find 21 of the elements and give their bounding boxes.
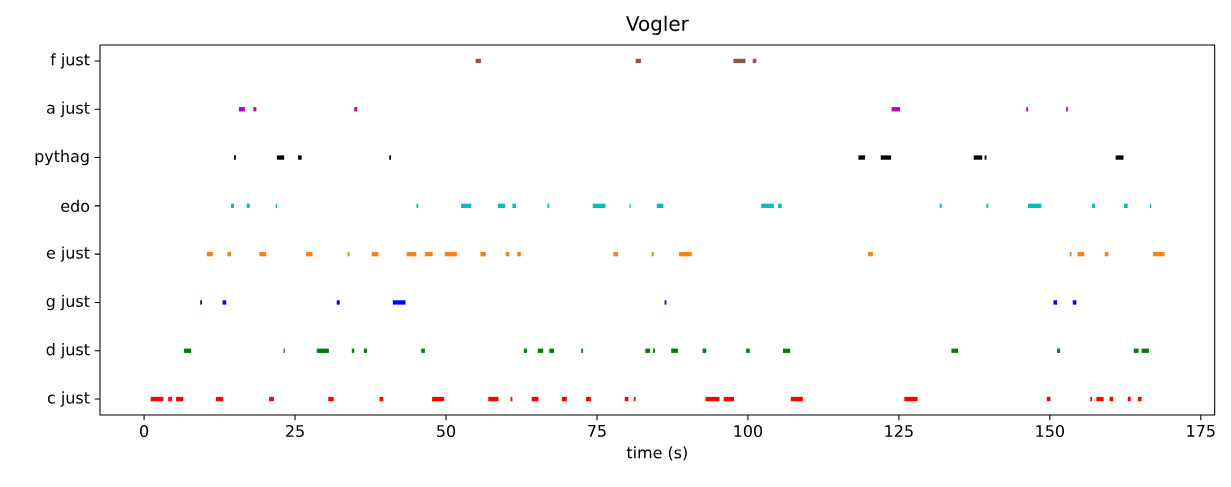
bar: [1137, 396, 1142, 402]
y-tick-label: c just: [47, 391, 90, 407]
x-tick-label: 25: [286, 425, 304, 438]
x-tick-label: 100: [734, 425, 763, 438]
x-axis-title: time (s): [626, 446, 687, 461]
y-tick-label: a just: [47, 101, 90, 117]
bar: [1127, 396, 1131, 402]
y-tick-label: g just: [46, 294, 90, 311]
x-tick-label: 150: [1036, 425, 1064, 438]
x-tick-label: 0: [140, 425, 149, 438]
y-tick-label: pythag: [35, 149, 89, 166]
x-tick-label: 75: [588, 425, 606, 437]
x-tick-label: 125: [885, 425, 913, 438]
chart-title: Vogler: [626, 15, 689, 35]
x-tick-label: 50: [437, 425, 456, 438]
bar: [1096, 396, 1104, 402]
y-tick-label: e just: [46, 246, 90, 262]
x-tick-label: 175: [1187, 425, 1215, 437]
y-tick-label: edo: [61, 199, 90, 213]
y-tick-label: d just: [46, 343, 90, 359]
y-tick-label: f just: [50, 53, 90, 69]
